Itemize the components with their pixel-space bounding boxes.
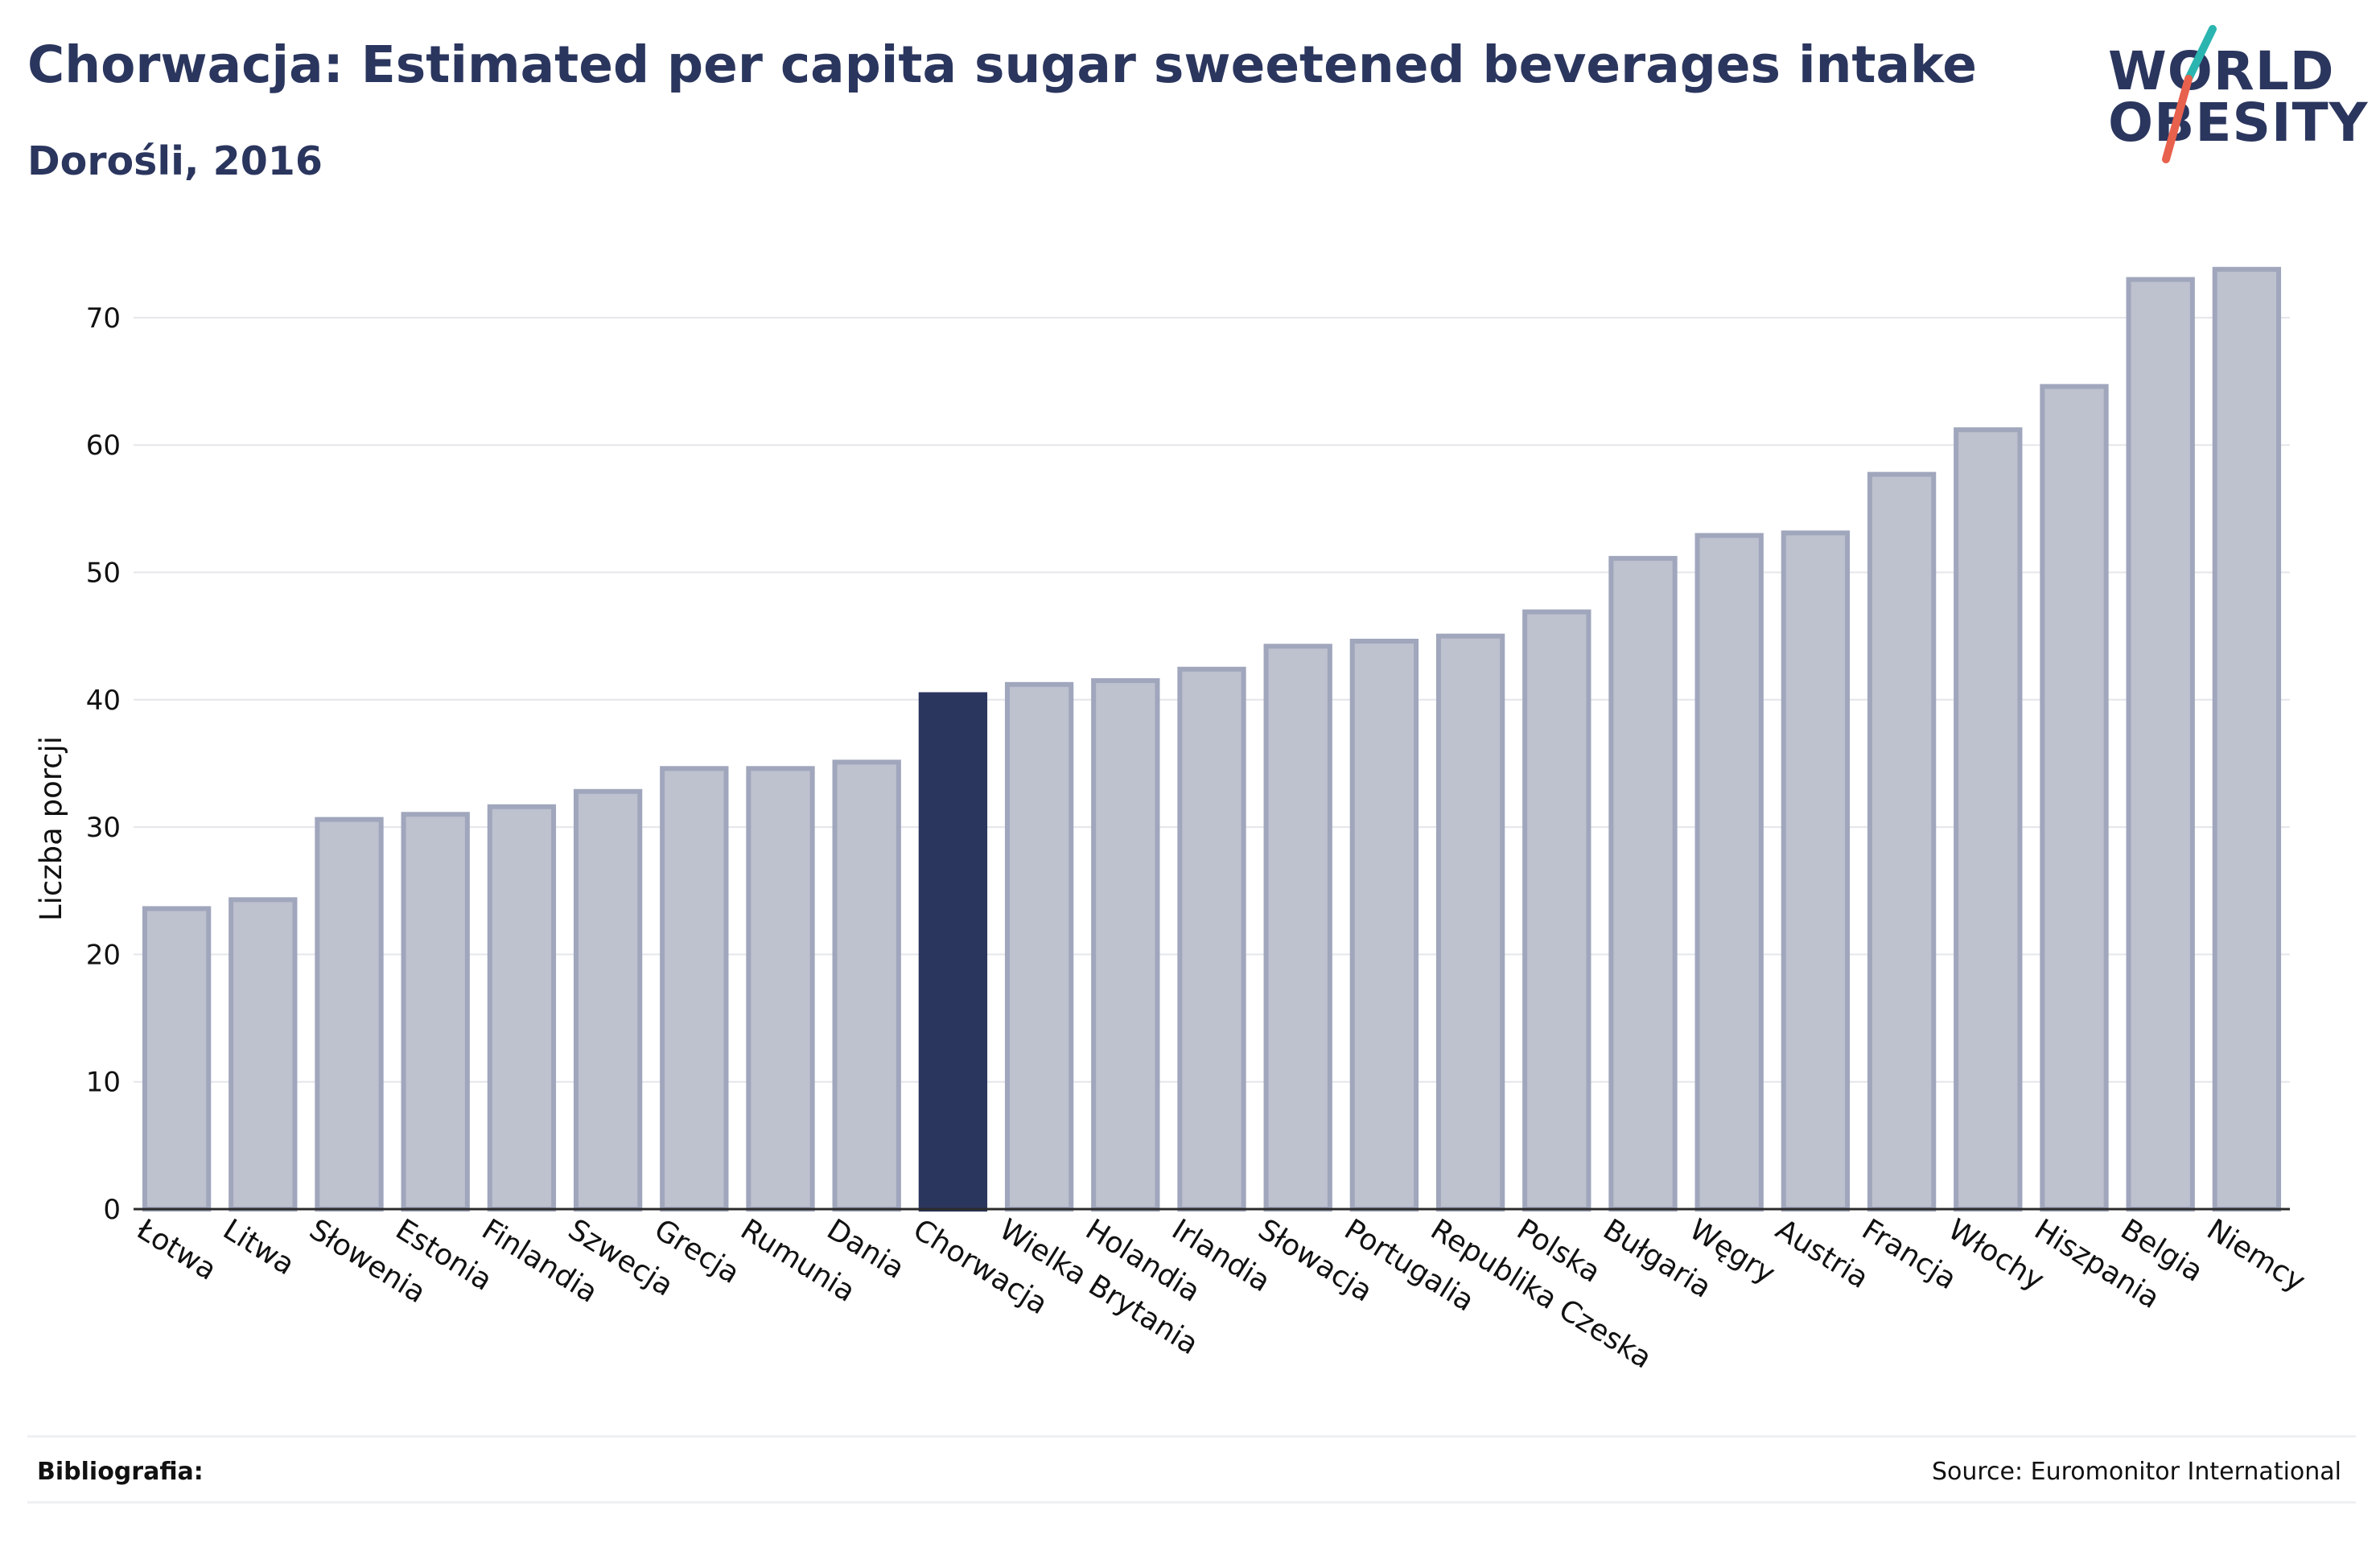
bar-austria [1781, 530, 1851, 1212]
y-axis-title: Liczba porcji [34, 736, 68, 921]
x-tick-label: Litwa [217, 1213, 300, 1282]
bar-portugalia [1349, 638, 1419, 1212]
y-tick-label: 30 [86, 812, 121, 844]
world-obesity-logo: WORLD OBESITY [2092, 23, 2369, 175]
x-tick-label: Łotwa [130, 1212, 222, 1286]
x-tick-label: Francja [1856, 1213, 1962, 1296]
bar-holandia [1091, 678, 1160, 1212]
x-tick-label: Niemcy [2201, 1213, 2311, 1298]
bar-belgia [2126, 277, 2195, 1212]
bar-słowenia [315, 817, 384, 1212]
bar-hiszpania [2040, 384, 2109, 1212]
bibliography-label: Bibliografia: [37, 1458, 204, 1486]
bar-słowacja [1263, 644, 1332, 1212]
footer-bottom-divider [27, 1501, 2356, 1504]
chart-title: Chorwacja: Estimated per capita sugar sw… [27, 35, 1977, 94]
bar-finlandia [487, 804, 557, 1212]
x-tick-label: Austria [1770, 1213, 1875, 1295]
chart-subtitle: Dorośli, 2016 [27, 138, 323, 184]
bar-estonia [401, 812, 470, 1212]
bar-polska [1522, 609, 1591, 1212]
footer-top-divider [27, 1435, 2356, 1438]
bar-węgry [1694, 533, 1764, 1212]
bar-republika-czeska [1435, 633, 1505, 1212]
source-note: Source: Euromonitor International [1931, 1458, 2341, 1486]
bar-chorwacja [918, 692, 988, 1212]
bars [142, 266, 2282, 1212]
y-tick-label: 10 [86, 1067, 121, 1099]
y-tick-label: 20 [86, 939, 121, 971]
bar-szwecja [573, 788, 643, 1212]
bar-rumunia [746, 766, 815, 1212]
bar-grecja [660, 766, 729, 1212]
bar-łotwa [142, 906, 212, 1212]
x-tick-label: Włochy [1942, 1213, 2049, 1298]
y-tick-label: 70 [86, 302, 121, 335]
bar-litwa [229, 897, 298, 1212]
bar-francja [1867, 471, 1937, 1212]
bar-włochy [1954, 427, 2023, 1212]
y-tick-label: 40 [86, 685, 121, 717]
bar-bułgaria [1608, 556, 1678, 1212]
logo-line-2: OBESITY [2108, 92, 2369, 154]
y-tick-label: 0 [103, 1194, 121, 1226]
logo-slash-icon [2162, 25, 2217, 163]
logo-line-1: WORLD [2108, 40, 2335, 102]
bar-dania [832, 759, 901, 1212]
y-tick-label: 60 [86, 430, 121, 462]
bar-wielka-brytania [1004, 681, 1074, 1212]
y-axis-ticks: 0 10 20 30 40 50 60 70 [86, 302, 121, 1226]
bar-irlandia [1177, 666, 1246, 1212]
bar-niemcy [2212, 266, 2282, 1212]
y-tick-label: 50 [86, 557, 121, 590]
